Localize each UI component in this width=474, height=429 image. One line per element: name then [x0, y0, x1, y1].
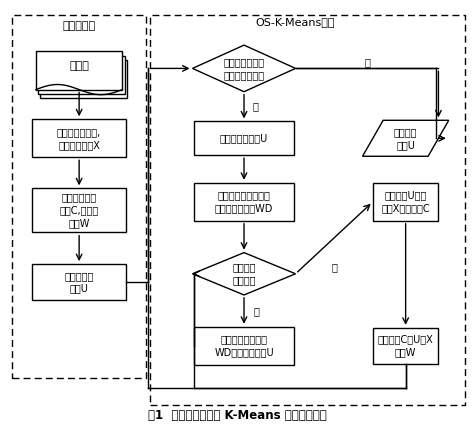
- Text: 否: 否: [254, 306, 260, 316]
- Text: OS-K-Means算法: OS-K-Means算法: [256, 17, 335, 27]
- Text: 否: 否: [253, 102, 259, 112]
- Bar: [194, 183, 294, 221]
- Bar: [12, 15, 146, 378]
- Text: 初始化簇中心
矩阵C,簇权重
矩阵W: 初始化簇中心 矩阵C,簇权重 矩阵W: [60, 193, 99, 228]
- Text: 初始化指示
矩阵U: 初始化指示 矩阵U: [64, 271, 94, 294]
- Bar: [373, 183, 438, 221]
- Text: 将数据进行处理,
得到数据矩阵X: 将数据进行处理, 得到数据矩阵X: [57, 127, 101, 150]
- Bar: [36, 51, 122, 90]
- Text: 是否收敛或者达
到最大迭代次数: 是否收敛或者达 到最大迭代次数: [223, 57, 264, 80]
- Bar: [32, 188, 126, 233]
- Bar: [194, 121, 294, 155]
- Text: 根据加权距离矩阵
WD更新指示矩阵U: 根据加权距离矩阵 WD更新指示矩阵U: [214, 334, 274, 357]
- Bar: [194, 327, 294, 365]
- Text: 是: 是: [364, 57, 370, 67]
- Polygon shape: [192, 253, 296, 295]
- Text: 是否达到
重叠程度: 是否达到 重叠程度: [232, 263, 256, 285]
- Text: 图1  可重叠的子空间 K-Means 聚类算法流程: 图1 可重叠的子空间 K-Means 聚类算法流程: [147, 409, 327, 422]
- Text: 是: 是: [331, 263, 337, 272]
- Text: 输出指示
矩阵U: 输出指示 矩阵U: [394, 127, 418, 150]
- Bar: [32, 119, 126, 157]
- Bar: [32, 264, 126, 300]
- Bar: [373, 328, 438, 364]
- Bar: [38, 56, 125, 94]
- Polygon shape: [192, 45, 296, 92]
- Polygon shape: [363, 120, 449, 156]
- Bar: [40, 60, 127, 98]
- Text: 数据集: 数据集: [69, 61, 89, 71]
- Text: 根据矩阵U以及
矩阵X更新矩阵C: 根据矩阵U以及 矩阵X更新矩阵C: [381, 190, 430, 213]
- Text: 根据矩阵C、U、X
更新W: 根据矩阵C、U、X 更新W: [378, 334, 434, 357]
- Text: 数据预处理: 数据预处理: [62, 21, 95, 31]
- Text: 计算数据点与簇中心
的加权距离矩阵WD: 计算数据点与簇中心 的加权距离矩阵WD: [215, 190, 273, 213]
- Text: 初始化指示矩阵U: 初始化指示矩阵U: [220, 133, 268, 143]
- Bar: [150, 15, 465, 405]
